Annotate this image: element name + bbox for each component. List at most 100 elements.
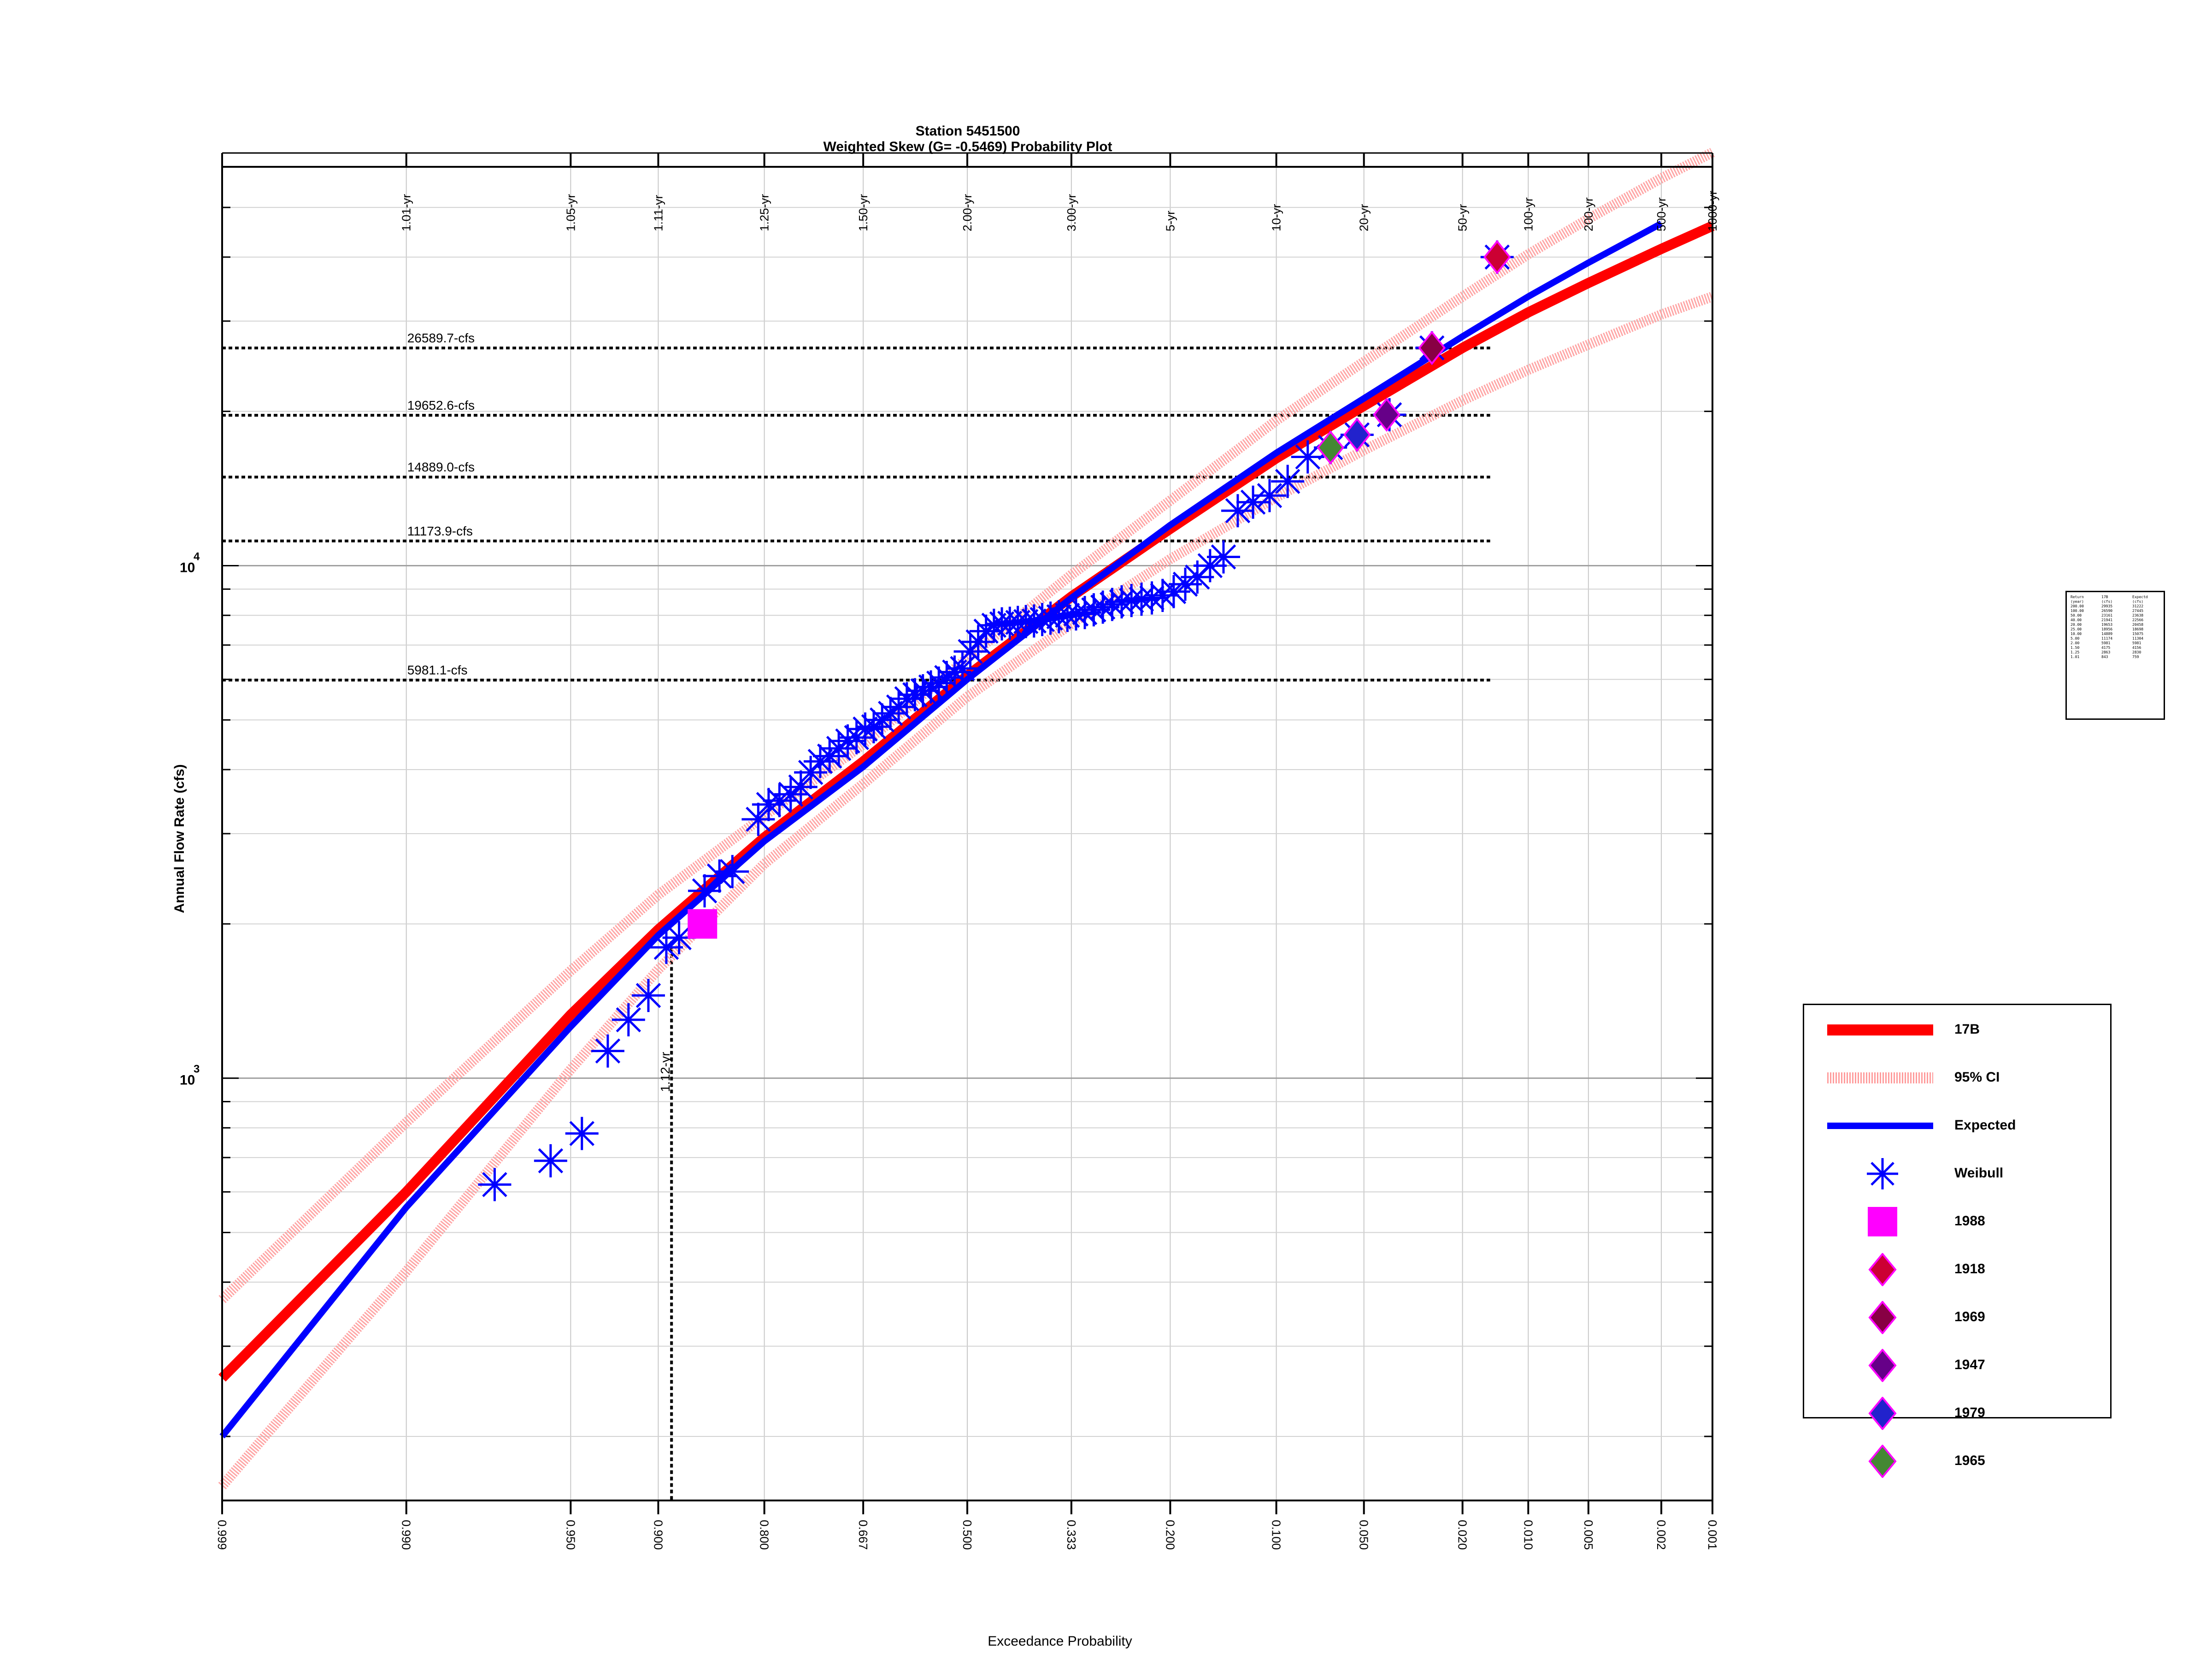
- weibull-point-stroke: [538, 1148, 564, 1174]
- reference-vline-label: 1.12-yr: [658, 1052, 672, 1092]
- summary-table-cell: 17B: [2101, 595, 2108, 599]
- weibull-point: [1135, 581, 1169, 615]
- weibull-point-stroke: [1090, 594, 1116, 620]
- legend-label: 1969: [1954, 1309, 1985, 1324]
- y-tick-label-base: 10: [180, 1073, 195, 1088]
- summary-table-cell: 759: [2132, 655, 2139, 659]
- summary-table-cell: 22566: [2132, 618, 2144, 622]
- weibull-point: [649, 930, 683, 964]
- x-tick-label: 0.020: [1456, 1520, 1470, 1550]
- summary-table-cell: 23161: [2101, 613, 2113, 618]
- weibull-point: [774, 777, 807, 811]
- summary-table-row: 20.00 19653 20458: [2071, 623, 2160, 627]
- legend-weibull-star-stroke: [1871, 1162, 1894, 1186]
- summary-table-cell: 2830: [2132, 650, 2141, 654]
- legend-label: 95% CI: [1954, 1070, 2000, 1085]
- summary-table-cell: 50.00: [2071, 613, 2082, 618]
- weibull-point: [874, 696, 907, 730]
- weibull-point-stroke: [595, 1038, 621, 1064]
- summary-table-cell: Expectd: [2132, 595, 2148, 599]
- summary-table-row: 200.00 29935 31222: [2071, 604, 2160, 609]
- summary-table-row: 1.50 4175 4156: [2071, 646, 2160, 650]
- weibull-point-stroke: [1240, 489, 1266, 515]
- y-axis-label: Annual Flow Rate (cfs): [172, 764, 187, 913]
- reference-line-label-2: 14889.0-cfs: [407, 460, 475, 474]
- x-tick-label: 0.100: [1270, 1520, 1283, 1550]
- summary-table-cell: 2863: [2101, 650, 2111, 654]
- x-tick-label: 0.333: [1065, 1520, 1078, 1550]
- summary-table-cell: 23638: [2132, 613, 2144, 618]
- weibull-point-stroke: [1211, 544, 1236, 570]
- weibull-point-stroke: [653, 935, 679, 960]
- weibull-point-stroke: [635, 982, 661, 1008]
- summary-table-cell: (cfs): [2101, 600, 2113, 604]
- reference-line-label-1: 19652.6-cfs: [407, 398, 475, 412]
- weibull-point: [703, 859, 736, 893]
- legend-label: Expected: [1954, 1118, 2016, 1133]
- point-1947: [1373, 397, 1400, 432]
- summary-table-row: 10.00 14889 15075: [2071, 632, 2160, 636]
- summary-table-cell: 18698: [2132, 627, 2144, 631]
- return-period-label: 1000-yr: [1706, 191, 1719, 231]
- summary-table-cell: 4175: [2101, 646, 2111, 650]
- x-tick-label: 0.001: [1706, 1520, 1719, 1550]
- legend-label: 1988: [1954, 1213, 1985, 1229]
- return-period-label: 1.11-yr: [651, 195, 665, 231]
- legend-item: 1988: [1804, 1199, 2110, 1245]
- summary-table-cell: 27445: [2132, 609, 2144, 613]
- weibull-point: [1193, 549, 1227, 582]
- x-tick-label: 0.990: [400, 1520, 413, 1550]
- summary-table: Return 17B Expectd (year) (cfs) (cfs) 200.00 29…: [2065, 591, 2165, 720]
- legend-diamond: [1868, 1253, 1897, 1286]
- weibull-point-stroke: [1257, 483, 1282, 508]
- legend-label: 1947: [1954, 1357, 1985, 1372]
- summary-table-cell: 200.00: [2071, 604, 2084, 608]
- weibull-point: [534, 1144, 567, 1177]
- return-period-label: 50-yr: [1456, 204, 1470, 231]
- summary-table-cell: 19653: [2101, 623, 2113, 627]
- legend-diamond: [1868, 1301, 1897, 1334]
- legend-weibull-star: [1867, 1158, 1898, 1189]
- summary-table-cell: 20.00: [2071, 623, 2082, 627]
- weibull-point: [1253, 479, 1286, 512]
- legend-symbol: [1868, 1445, 1897, 1478]
- legend-symbol: [1827, 1024, 1933, 1035]
- point-1965: [1317, 430, 1344, 465]
- weibull-point: [1042, 600, 1076, 634]
- weibull-point-stroke: [1139, 585, 1165, 611]
- weibull-point-stroke: [767, 788, 792, 813]
- legend-symbol: [1827, 1123, 1933, 1129]
- point-1979: [1343, 418, 1371, 452]
- weibull-point-stroke: [1129, 587, 1154, 612]
- weibull-point-stroke: [788, 774, 814, 800]
- point-1988: [688, 909, 718, 939]
- legend-label: 1965: [1954, 1453, 1985, 1468]
- x-axis-label: Exceedance Probability: [988, 1634, 1132, 1649]
- weibull-point-stroke: [1295, 444, 1320, 470]
- weibull-point-stroke: [706, 863, 732, 889]
- weibull-point: [716, 855, 749, 888]
- x-tick-label: 0.050: [1357, 1520, 1371, 1550]
- legend-item: 1918: [1804, 1247, 2110, 1293]
- legend-item: 1947: [1804, 1342, 2110, 1388]
- x-tick-label: 0.950: [564, 1520, 577, 1550]
- legend-item: Weibull: [1804, 1151, 2110, 1197]
- legend-item: 1965: [1804, 1438, 2110, 1484]
- weibull-point: [565, 1117, 599, 1150]
- summary-table-row: 2.00 5981 5981: [2071, 641, 2160, 646]
- weibull-point-stroke: [720, 859, 745, 884]
- legend-symbol: [1868, 1301, 1897, 1334]
- summary-table-cell: 10.00: [2071, 632, 2082, 636]
- weibull-point-stroke: [1081, 597, 1106, 623]
- weibull-point-stroke: [616, 1007, 641, 1033]
- y-tick-label-base: 10: [180, 560, 195, 575]
- weibull-point-stroke: [569, 1121, 594, 1146]
- line-expected: [219, 220, 1663, 1439]
- weibull-point: [977, 608, 1011, 642]
- weibull-point: [803, 745, 837, 778]
- weibull-point: [784, 770, 818, 804]
- summary-table-row: 40.00 21941 22566: [2071, 618, 2160, 623]
- weibull-point: [741, 802, 775, 836]
- summary-table-cell: 20458: [2132, 623, 2144, 627]
- return-period-label: 1.50-yr: [856, 194, 870, 231]
